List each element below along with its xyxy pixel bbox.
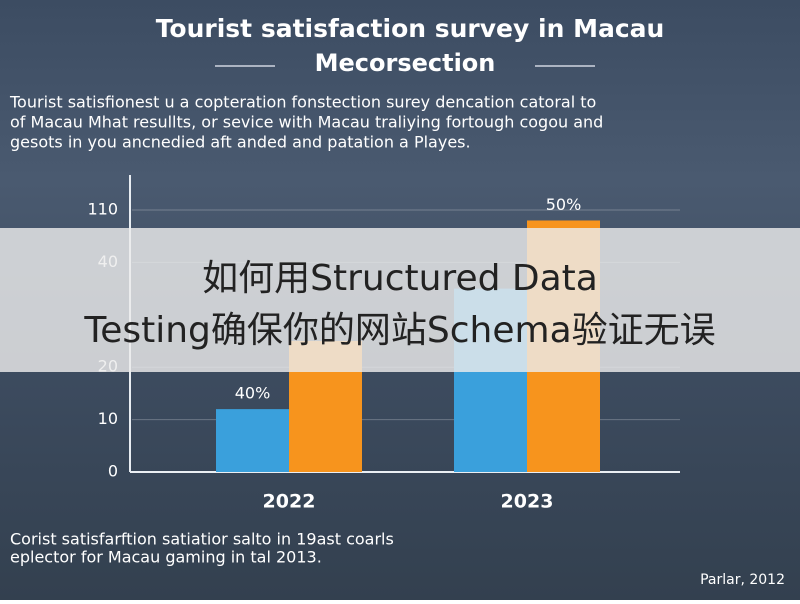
chart-title: Tourist satisfaction survey in Macau: [156, 14, 665, 43]
y-tick-label: 0: [108, 462, 118, 481]
annotation: 40%: [235, 384, 271, 403]
description: gesots in you ancnedied aft anded and pa…: [10, 133, 471, 152]
annotation: 50%: [546, 195, 582, 214]
bar: [216, 409, 289, 472]
banner-bg: [0, 228, 800, 372]
y-tick-label: 110: [87, 200, 118, 219]
chart-subtitle: Mecorsection: [315, 49, 496, 77]
x-tick-label: 2022: [263, 491, 316, 513]
footnote: eplector for Macau gaming in tal 2013.: [10, 548, 322, 567]
x-tick-label: 2023: [501, 491, 554, 513]
banner-text: Testing确保你的网站Schema验证无误: [83, 310, 715, 351]
banner-text: 如何用Structured Data: [202, 258, 598, 299]
description: of Macau Mhat resullts, or sevice with M…: [10, 113, 603, 132]
description: Tourist satisfionest u a copteration fon…: [9, 93, 596, 112]
source: Parlar, 2012: [700, 572, 785, 588]
y-tick-label: 10: [98, 409, 118, 428]
footnote: Corist satisfarftion satiatior salto in …: [10, 530, 394, 549]
